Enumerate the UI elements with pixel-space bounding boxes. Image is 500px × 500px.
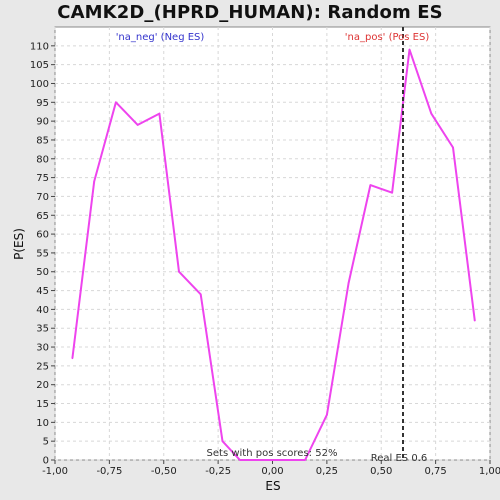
real-es-label: Real ES 0.6 [371, 453, 427, 464]
x-tick-label: -0,50 [151, 466, 177, 477]
data-point [159, 113, 161, 115]
y-tick-label: 20 [36, 380, 49, 391]
data-point [178, 271, 180, 273]
y-tick-label: 30 [36, 343, 49, 354]
y-tick-label: 110 [30, 41, 49, 52]
x-axis-title: ES [265, 479, 280, 493]
data-point [272, 459, 274, 461]
data-point [115, 102, 117, 104]
y-tick-label: 5 [43, 437, 49, 448]
y-tick-label: 25 [36, 361, 49, 372]
data-point [137, 124, 139, 126]
x-tick-label: 0,50 [370, 466, 392, 477]
pos-es-label: 'na_pos' (Pos ES) [345, 32, 430, 43]
y-tick-label: 40 [36, 305, 49, 316]
neg-es-label: 'na_neg' (Neg ES) [116, 32, 205, 43]
y-tick-label: 80 [36, 154, 49, 165]
y-tick-label: 85 [36, 135, 49, 146]
y-tick-label: 75 [36, 173, 49, 184]
y-tick-label: 0 [43, 456, 49, 467]
y-tick-label: 15 [36, 399, 49, 410]
data-point [474, 320, 476, 322]
y-tick-label: 100 [30, 79, 49, 90]
y-tick-label: 35 [36, 324, 49, 335]
data-point [430, 113, 432, 115]
x-tick-label: 1,00 [479, 466, 500, 477]
data-point [409, 49, 411, 51]
y-tick-label: 60 [36, 230, 49, 241]
data-point [93, 181, 95, 183]
x-tick-label: -1,00 [42, 466, 68, 477]
data-point [72, 358, 74, 360]
y-tick-label: 10 [36, 418, 49, 429]
x-tick-label: -0,25 [205, 466, 231, 477]
y-tick-label: 70 [36, 192, 49, 203]
y-tick-label: 95 [36, 98, 49, 109]
data-point [391, 192, 393, 194]
data-point [452, 147, 454, 149]
y-tick-label: 50 [36, 267, 49, 278]
sets-pos-scores-label: Sets with pos scores: 52% [207, 448, 338, 459]
y-tick-label: 45 [36, 286, 49, 297]
y-tick-label: 55 [36, 248, 49, 259]
y-tick-label: 90 [36, 117, 49, 128]
y-tick-label: 65 [36, 211, 49, 222]
data-point [370, 184, 372, 186]
x-tick-label: -0,75 [96, 466, 122, 477]
data-point [239, 459, 241, 461]
data-point [348, 282, 350, 284]
data-point [222, 440, 224, 442]
x-tick-label: 0,75 [424, 466, 446, 477]
x-tick-label: 0,00 [261, 466, 283, 477]
y-tick-label: 105 [30, 60, 49, 71]
data-point [326, 414, 328, 416]
data-point [200, 294, 202, 296]
x-tick-label: 0,25 [316, 466, 338, 477]
y-axis-title: P(ES) [12, 228, 26, 260]
data-point [304, 459, 306, 461]
